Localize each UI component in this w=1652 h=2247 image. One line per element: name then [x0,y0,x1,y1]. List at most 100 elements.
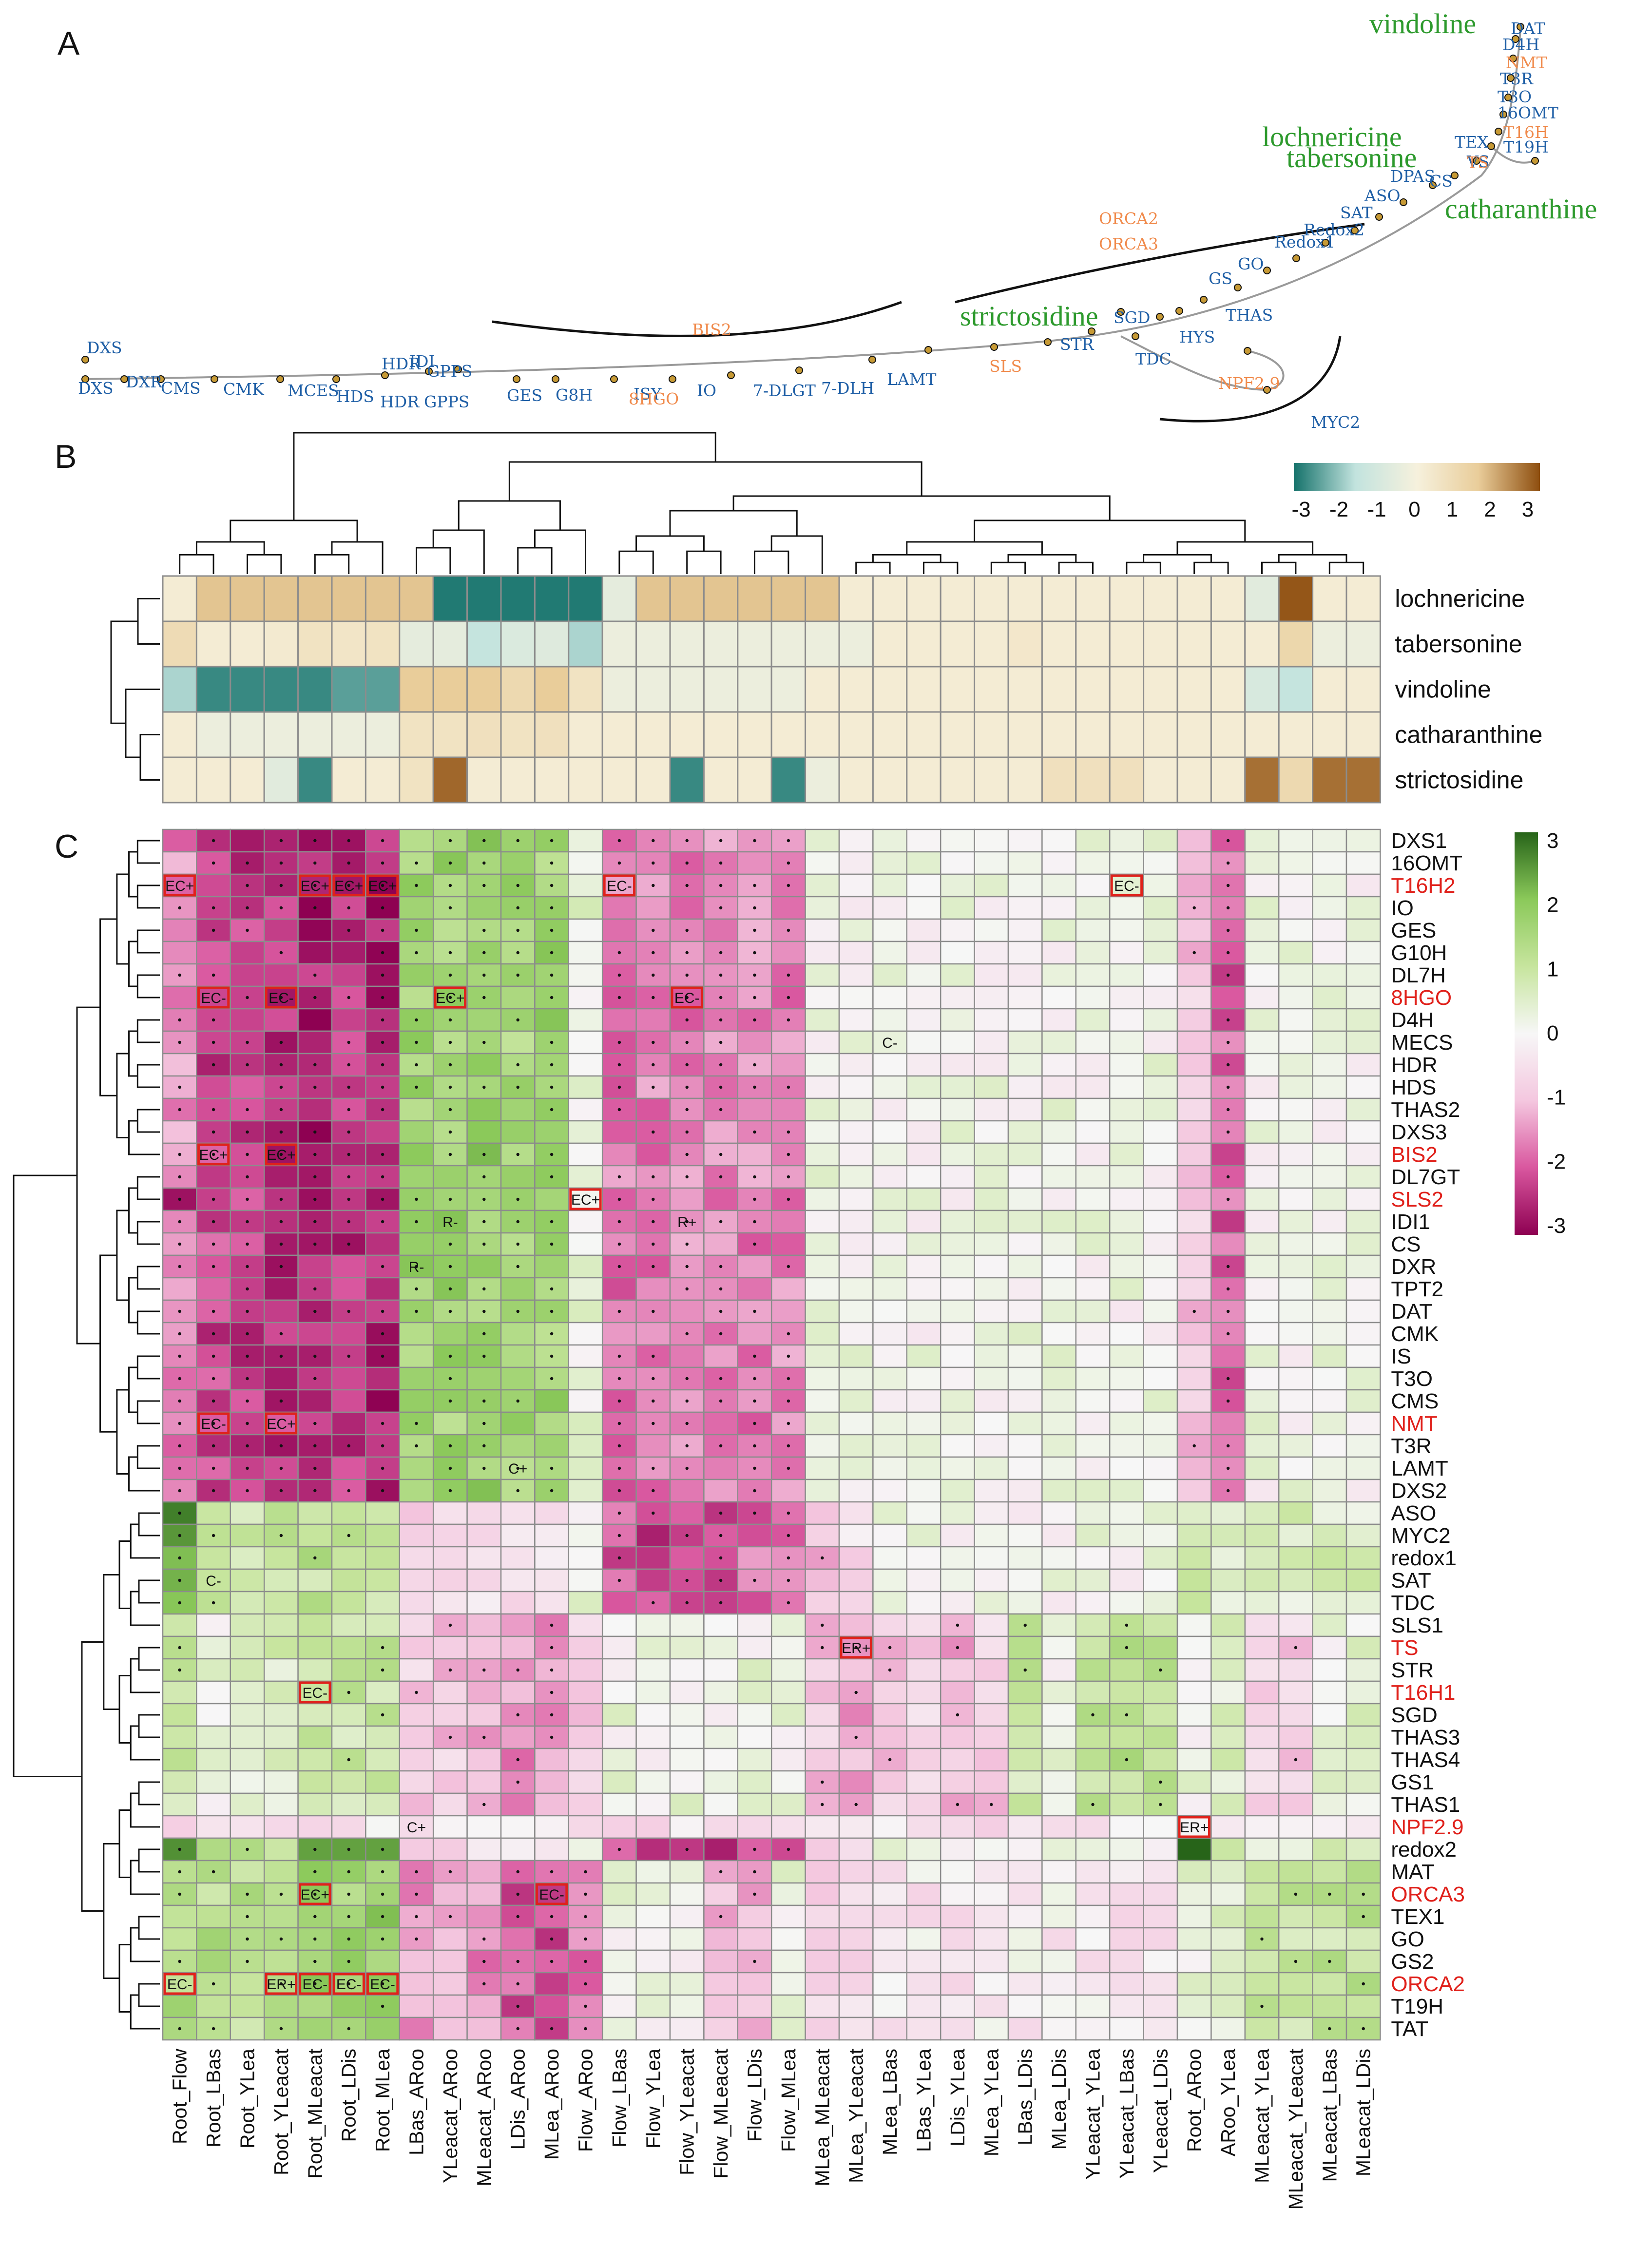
significance-dot [482,861,486,865]
heatmap-c-cell [601,1008,637,1032]
heatmap-c-row-label: ORCA3 [1391,1882,1465,1906]
significance-dot [550,973,554,977]
heatmap-c-cell [940,851,975,875]
heatmap-c-cell [805,1277,840,1301]
heatmap-c-cell [1041,1232,1077,1256]
significance-dot [990,1803,993,1806]
significance-dot [448,1197,452,1201]
heatmap-c-cell [432,1501,468,1525]
heatmap-c-cell [500,1523,536,1548]
heatmap-c-cell [1075,1120,1111,1144]
heatmap-c-cell [805,1904,840,1929]
heatmap-c-cell [263,1613,299,1637]
significance-dot [550,861,554,865]
significance-dot [415,1220,418,1224]
heatmap-c-cell [162,1748,197,1772]
heatmap-c-cell [1278,1322,1313,1346]
heatmap-c-cell [1345,851,1381,875]
heatmap-b-cell [1312,756,1347,804]
significance-dot [279,1534,283,1537]
heatmap-c-cell [162,1994,197,2018]
heatmap-c-row-label: TEX1 [1391,1905,1444,1929]
significance-dot [516,1870,519,1874]
significance-dot [246,928,249,932]
heatmap-c-cell [534,1748,570,1772]
heatmap-c-cell [974,1187,1009,1211]
heatmap-c-cell [1345,1322,1381,1346]
heatmap-c-cell [1345,1210,1381,1234]
significance-dot [1091,1803,1095,1806]
significance-dot [685,1242,689,1246]
heatmap-c-cell [1075,1635,1111,1660]
significance-dot [821,1646,824,1650]
significance-dot [448,973,452,977]
heatmap-c-cell [974,918,1009,942]
heatmap-c-cell [1007,1568,1043,1593]
heatmap-c-cell [230,2017,265,2041]
heatmap-c-cell [737,1882,772,1906]
significance-dot [1125,1713,1129,1717]
significance-dot [381,1421,384,1425]
dendrogram-branch [1126,561,1161,574]
heatmap-c-row-label: TS [1391,1636,1418,1660]
heatmap-c-row-label: DXS3 [1391,1120,1447,1144]
heatmap-c-cell [1041,1546,1077,1570]
heatmap-c-cell [1075,1837,1111,1862]
heatmap-c-cell [1109,1187,1144,1211]
significance-dot [246,906,249,910]
heatmap-c-cell [263,1837,299,1862]
heatmap-c-cell [1244,1703,1280,1727]
heatmap-c-cell [1210,1815,1246,1839]
heatmap-c-cell [1312,1366,1347,1391]
significance-dot [246,1287,249,1291]
heatmap-c-cell [568,1837,603,1862]
heatmap-c-cell [534,1815,570,1839]
annotation-box [197,1143,230,1166]
pathway-gene-idi: IDI [409,352,435,371]
heatmap-c-cell [1210,1972,1246,1996]
heatmap-c-cell [1244,1142,1280,1167]
significance-dot [550,1466,554,1470]
heatmap-c-cell [940,1030,975,1055]
heatmap-c-cell [534,1187,570,1211]
heatmap-c-cell [1244,1344,1280,1368]
significance-dot [550,1713,554,1717]
significance-dot [347,996,350,999]
dendrogram-branch [128,1120,160,1155]
heatmap-c-row-label: TDC [1391,1591,1435,1615]
heatmap-c-cell [872,1411,908,1436]
heatmap-c-cell [297,1658,333,1682]
pathway-gene-t3o: T3O [1498,87,1532,106]
heatmap-c-cell [1075,2017,1111,2041]
heatmap-c-cell [838,1232,874,1256]
significance-dot [652,1489,655,1493]
heatmap-c-cell [770,1949,806,1974]
significance-dot [211,1197,215,1201]
heatmap-c-cell [432,1882,468,1906]
significance-dot [178,1399,181,1403]
heatmap-c-cell [1278,1501,1313,1525]
heatmap-c-cell [399,1165,434,1189]
heatmap-c-cell [1007,1097,1043,1122]
heatmap-c-cell [1143,1994,1178,2018]
heatmap-c-cell [805,1008,840,1032]
heatmap-c-row-label: MECS [1391,1031,1453,1055]
pathway-node [120,375,128,383]
heatmap-b-row-label: catharanthine [1395,721,1542,749]
heatmap-c-cell [1244,1187,1280,1211]
significance-dot [246,1175,249,1179]
heatmap-c-cell [770,1479,806,1503]
heatmap-c-cell [1345,1748,1381,1772]
heatmap-c-cell [974,1075,1009,1099]
significance-dot [347,883,350,887]
heatmap-c-cell [1244,1097,1280,1122]
dendrogram-branch [136,1019,160,1043]
heatmap-c-cell [399,896,434,920]
heatmap-c-cell [872,963,908,987]
heatmap-c-cell [940,1344,975,1368]
pathway-node [1509,55,1517,62]
significance-dot [1159,1803,1162,1806]
pathway-gene-vs: VS [1466,152,1489,171]
significance-dot [652,1175,655,1179]
pathway-node [81,375,89,383]
